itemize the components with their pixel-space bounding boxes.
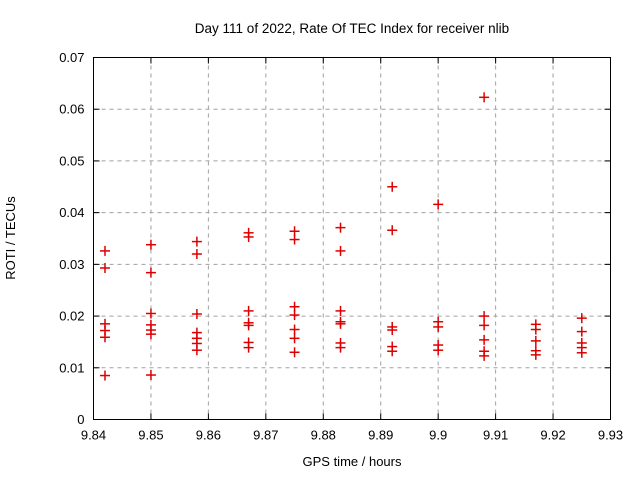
x-tick-label: 9.88 <box>311 428 336 443</box>
x-tick-label: 9.84 <box>81 428 106 443</box>
data-point-layer <box>99 92 587 381</box>
data-point-marker <box>576 326 587 337</box>
x-axis-label: GPS time / hours <box>303 454 402 469</box>
data-point-marker <box>433 199 444 210</box>
y-tick-label: 0.03 <box>59 257 84 272</box>
data-point-marker <box>145 239 156 250</box>
data-point-marker <box>191 345 202 356</box>
data-point-marker <box>243 305 254 316</box>
data-point-marker <box>289 347 300 358</box>
data-point-marker <box>335 342 346 353</box>
x-tick-label: 9.92 <box>540 428 565 443</box>
y-axis-label: ROTI / TECUs <box>3 196 18 280</box>
x-tick-label: 9.86 <box>196 428 221 443</box>
data-point-marker <box>243 342 254 353</box>
x-tick-label: 9.89 <box>368 428 393 443</box>
y-tick-label: 0.02 <box>59 309 84 324</box>
x-tick-label: 9.85 <box>138 428 163 443</box>
data-point-marker <box>479 350 490 361</box>
data-point-marker <box>99 370 110 381</box>
y-tick-label: 0.01 <box>59 360 84 375</box>
x-tick-label: 9.91 <box>483 428 508 443</box>
y-tick-label: 0 <box>77 412 84 427</box>
x-tick-label: 9.87 <box>253 428 278 443</box>
data-point-marker <box>530 335 541 346</box>
plot-border <box>93 57 611 420</box>
data-point-marker <box>530 324 541 335</box>
grid-layer <box>93 57 611 420</box>
data-point-marker <box>289 333 300 344</box>
data-point-marker <box>243 320 254 331</box>
data-point-marker <box>387 181 398 192</box>
data-point-marker <box>191 309 202 320</box>
x-tick-label: 9.9 <box>429 428 447 443</box>
axis-layer: 9.84 9.85 9.86 9.87 9.88 9.89 9.9 9.91 9.92 9.93 0… <box>59 50 623 443</box>
data-point-marker <box>433 321 444 332</box>
data-point-marker <box>387 325 398 336</box>
data-point-marker <box>576 313 587 324</box>
data-point-marker <box>145 329 156 340</box>
data-point-marker <box>99 332 110 343</box>
data-point-marker <box>433 345 444 356</box>
data-point-marker <box>479 334 490 345</box>
data-point-marker <box>191 236 202 247</box>
data-point-marker <box>289 310 300 321</box>
data-point-marker <box>145 370 156 381</box>
data-point-marker <box>145 267 156 278</box>
data-point-marker <box>243 231 254 242</box>
x-tick-label: 9.93 <box>598 428 623 443</box>
data-point-marker <box>479 92 490 103</box>
data-point-marker <box>576 347 587 358</box>
y-tick-label: 0.07 <box>59 50 84 65</box>
data-point-marker <box>479 311 490 322</box>
data-point-marker <box>530 349 541 360</box>
chart-title: Day 111 of 2022, Rate Of TEC Index for r… <box>195 21 509 36</box>
y-tick-label: 0.06 <box>59 102 84 117</box>
data-point-marker <box>479 320 490 331</box>
y-tick-label: 0.04 <box>59 205 84 220</box>
data-point-marker <box>191 249 202 260</box>
data-point-marker <box>335 245 346 256</box>
data-point-marker <box>99 262 110 273</box>
data-point-marker <box>335 318 346 329</box>
data-point-marker <box>387 346 398 357</box>
data-point-marker <box>289 234 300 245</box>
data-point-marker <box>145 308 156 319</box>
data-point-marker <box>387 225 398 236</box>
data-point-marker <box>99 245 110 256</box>
data-point-marker <box>335 305 346 316</box>
y-tick-label: 0.05 <box>59 153 84 168</box>
data-point-marker <box>335 222 346 233</box>
data-point-marker <box>289 324 300 335</box>
